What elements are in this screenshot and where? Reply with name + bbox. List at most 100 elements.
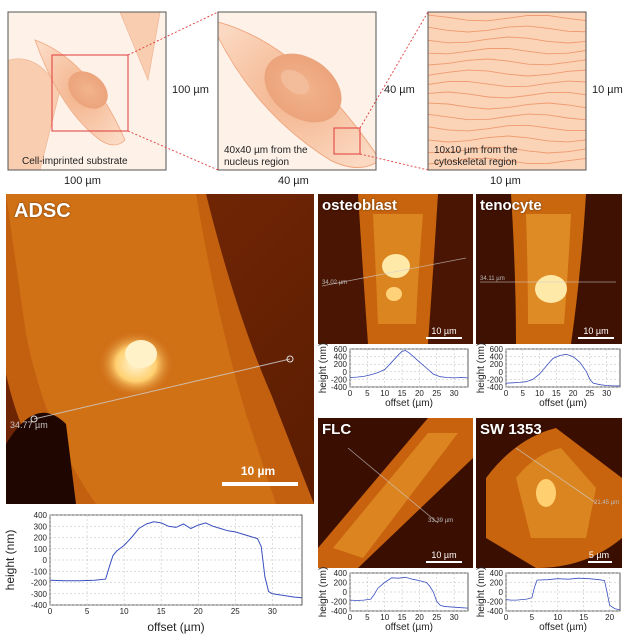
panel2-illustration xyxy=(218,12,376,170)
y-tick-label: -100 xyxy=(31,567,48,576)
profile-plot-flc: -400 -200 0 200 400 0 5 10 15 20 25 30 offset (µm) he… xyxy=(318,567,473,640)
y-tick-label: 0 xyxy=(43,556,48,565)
x-tick-label: 30 xyxy=(450,389,459,398)
x-tick-label: 15 xyxy=(398,613,407,622)
y-axis-label: height (nm) xyxy=(318,567,329,618)
x-tick-label: 30 xyxy=(450,613,459,622)
x-tick-label: 5 xyxy=(365,389,370,398)
y-tick-label: 200 xyxy=(334,360,348,369)
x-tick-label: 20 xyxy=(415,389,424,398)
profile-series-flc xyxy=(349,576,469,609)
plot-frame xyxy=(505,348,621,388)
x-tick-label: 5 xyxy=(85,607,90,616)
x-tick-label: 15 xyxy=(552,389,561,398)
scale-bar-label-tenocyte: 10 µm xyxy=(583,326,609,336)
x-tick-label: 15 xyxy=(398,389,407,398)
y-tick-label: 0 xyxy=(343,588,348,597)
y-tick-label: -400 xyxy=(487,607,504,616)
panel3-caption: 10x10 µm from the cytoskeletal region xyxy=(434,145,518,168)
profile-series-osteoblast xyxy=(349,350,469,379)
panel2-bottom-label: 40 µm xyxy=(278,175,309,187)
y-tick-label: 200 xyxy=(34,534,48,543)
y-tick-label: 400 xyxy=(490,569,504,578)
y-axis-label: height (nm) xyxy=(318,343,329,394)
panel1-illustration xyxy=(8,12,166,170)
x-axis-label: offset (µm) xyxy=(385,398,433,409)
y-tick-label: 400 xyxy=(490,353,504,362)
x-tick-label: 25 xyxy=(585,389,594,398)
profile-series-tenocyte xyxy=(505,353,620,387)
panel1-caption: Cell-imprinted substrate xyxy=(22,156,128,167)
line-label-tenocyte: 34.11 µm xyxy=(480,276,505,282)
afm-title-flc: FLC xyxy=(322,421,352,438)
panel1-side-label: 100 µm xyxy=(172,84,209,96)
panel2-side-label: 40 µm xyxy=(384,84,415,96)
y-tick-label: 600 xyxy=(334,345,348,354)
scale-bar-flc xyxy=(426,561,462,563)
y-tick-label: -200 xyxy=(31,579,48,588)
x-axis-label: offset (µm) xyxy=(147,620,204,634)
scale-bar-osteoblast xyxy=(426,337,462,339)
x-tick-label: 10 xyxy=(380,613,389,622)
y-tick-label: 0 xyxy=(499,368,504,377)
y-tick-label: 100 xyxy=(34,545,48,554)
y-tick-label: 300 xyxy=(34,522,48,531)
profile-plot-sw1353: -400 -200 0 200 400 0 5 10 15 20 offset (µm) height… xyxy=(476,567,626,640)
x-tick-label: 10 xyxy=(535,389,544,398)
profile-series-sw1353 xyxy=(505,577,621,611)
x-tick-label: 5 xyxy=(530,613,535,622)
profile-plot-adsc: -400 -300 -200 -100 0 100 200 300 400 0 5 10 15 20 25 3… xyxy=(0,510,316,640)
y-tick-label: 400 xyxy=(334,569,348,578)
x-tick-label: 10 xyxy=(120,607,129,616)
plot-frame xyxy=(349,348,469,388)
x-tick-label: 30 xyxy=(268,607,277,616)
afm-image-sw1353: SW 1353 21.45 µm 5 µm xyxy=(476,418,622,568)
x-tick-label: 0 xyxy=(348,389,353,398)
y-tick-label: -200 xyxy=(331,375,348,384)
y-tick-label: -200 xyxy=(487,598,504,607)
x-tick-label: 0 xyxy=(504,613,509,622)
x-tick-label: 20 xyxy=(415,613,424,622)
y-axis-label: height (nm) xyxy=(476,343,487,394)
y-axis-label: height (nm) xyxy=(3,530,17,591)
y-tick-label: 0 xyxy=(499,588,504,597)
x-tick-label: 0 xyxy=(48,607,53,616)
x-tick-label: 10 xyxy=(380,389,389,398)
afm-title-osteoblast: osteoblast xyxy=(322,197,398,214)
x-tick-label: 10 xyxy=(553,613,562,622)
x-tick-label: 0 xyxy=(348,613,353,622)
line-label-osteoblast: 34.02 µm xyxy=(322,280,348,286)
profile-plot-osteoblast: -400 -200 0 200 400 600 0 5 10 15 20 25 30 offset (µm… xyxy=(318,343,473,416)
profile-plot-tenocyte: -400 -200 0 200 400 600 0 5 10 15 20 25 30 offset (µm… xyxy=(476,343,626,416)
scale-bar-label-flc: 10 µm xyxy=(431,550,457,560)
x-tick-label: 20 xyxy=(569,389,578,398)
profile-series-adsc xyxy=(49,521,303,599)
line-label-sw1353: 21.45 µm xyxy=(594,500,620,506)
y-tick-label: -400 xyxy=(31,601,48,610)
schematic-row: Cell-imprinted substrate 100 µm 100 µm 4… xyxy=(0,0,628,190)
y-tick-label: -400 xyxy=(331,383,348,392)
x-tick-label: 25 xyxy=(432,613,441,622)
scale-bar-label-osteoblast: 10 µm xyxy=(431,326,457,336)
scale-bar-sw1353 xyxy=(588,561,612,563)
afm-image-osteoblast: osteoblast 34.02 µm 10 µm xyxy=(318,194,473,344)
y-tick-label: -400 xyxy=(331,607,348,616)
y-tick-label: -200 xyxy=(331,598,348,607)
x-tick-label: 30 xyxy=(602,389,611,398)
x-tick-label: 0 xyxy=(504,389,509,398)
x-tick-label: 25 xyxy=(231,607,240,616)
afm-title-adsc: ADSC xyxy=(14,200,71,222)
panel3-illustration xyxy=(428,12,586,170)
y-axis-label: height (nm) xyxy=(476,567,487,618)
afm-image-flc: FLC 33.39 µm 10 µm xyxy=(318,418,473,568)
x-tick-label: 15 xyxy=(579,613,588,622)
y-tick-label: -400 xyxy=(487,383,504,392)
x-axis-label: offset (µm) xyxy=(539,398,587,409)
y-tick-label: 200 xyxy=(334,579,348,588)
y-tick-label: 600 xyxy=(490,345,504,354)
afm-image-tenocyte: tenocyte 34.11 µm 10 µm xyxy=(476,194,622,344)
profile-svg-adsc: -400 -300 -200 -100 0 100 200 300 400 0 5 10 15 20 25 3… xyxy=(3,511,303,634)
